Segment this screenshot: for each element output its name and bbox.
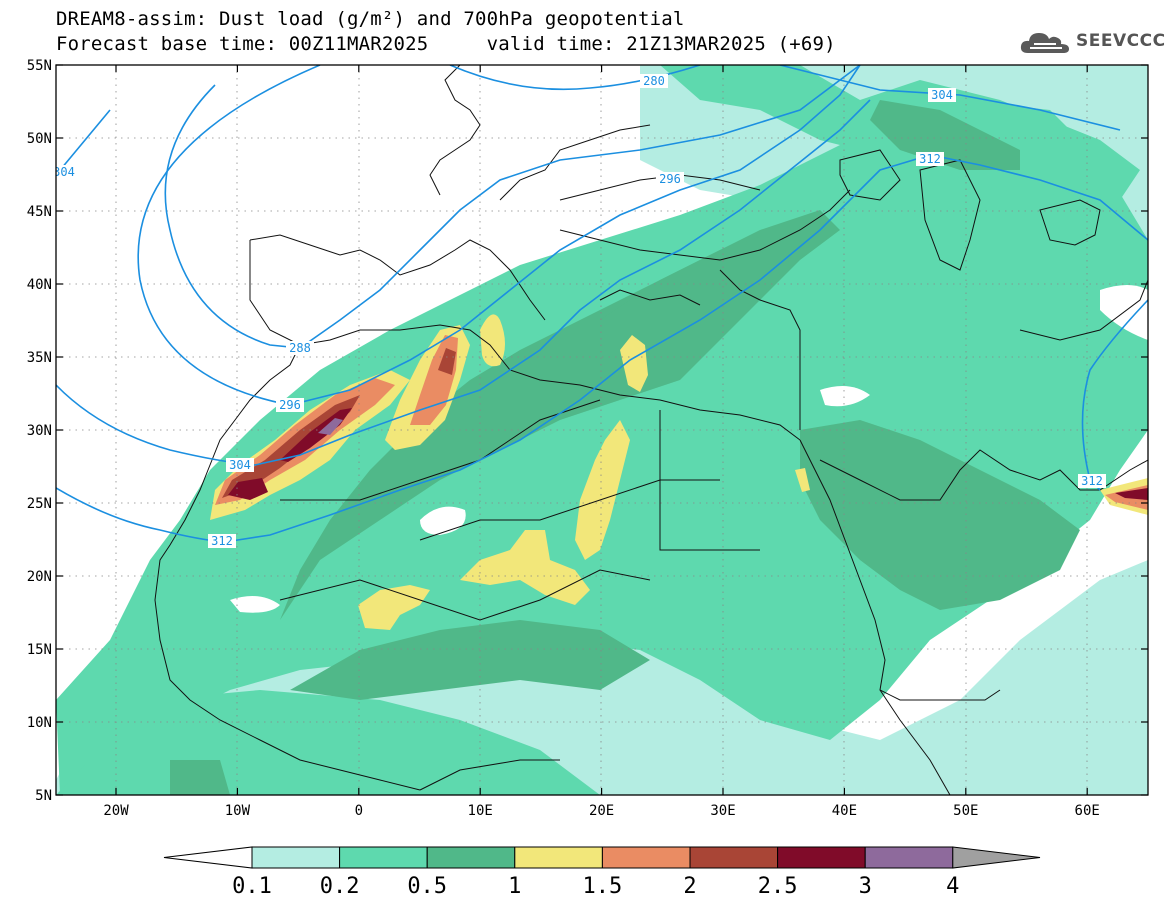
map-axes: 55N 50N 45N 40N 35N 30N 25N 20N 15N 10N 5N 20W 10W 0 1… bbox=[27, 58, 1148, 819]
contour-label: 296 bbox=[659, 172, 681, 186]
lat-tick-label: 40N bbox=[27, 277, 52, 293]
lat-tick-label: 15N bbox=[27, 642, 52, 658]
lat-tick-label: 5N bbox=[35, 788, 52, 804]
colorbar-high-triangle bbox=[952, 846, 1041, 869]
coastlines bbox=[154, 65, 1148, 795]
contour-label: 288 bbox=[289, 341, 311, 355]
dust-clear-patch-3 bbox=[820, 386, 870, 407]
colorbar-swatch bbox=[777, 846, 866, 869]
contour-line-296-west bbox=[137, 65, 861, 406]
logo-text: SEEVCCC bbox=[1076, 31, 1165, 51]
dust-high-red-sea bbox=[795, 468, 810, 492]
colorbar: 0.1 0.2 0.5 1 1.5 2 2.5 3 4 bbox=[163, 846, 1041, 899]
lat-tick-label: 20N bbox=[27, 569, 52, 585]
map-title: DREAM8-assim: Dust load (g/m²) and 700hP… bbox=[56, 8, 685, 30]
contour-label: 312 bbox=[1081, 474, 1103, 488]
dust-high-tunisia bbox=[480, 314, 505, 367]
lon-tick-label: 10W bbox=[225, 803, 251, 819]
colorbar-label: 2 bbox=[683, 874, 696, 899]
dust-clear-patch-2 bbox=[230, 596, 280, 613]
dust-field: 280 288 296 296 304 304 304 312 312 312 bbox=[53, 65, 1148, 795]
colorbar-label: 2.5 bbox=[758, 874, 798, 899]
contour-line-304-north bbox=[779, 65, 1121, 131]
dust-purple-morocco bbox=[318, 418, 343, 435]
contour-line-312 bbox=[56, 154, 1148, 543]
colorbar-swatch bbox=[864, 846, 954, 869]
colorbar-swatch bbox=[601, 846, 691, 869]
colorbar-low-triangle bbox=[163, 846, 253, 869]
dust-medium-north bbox=[870, 100, 1020, 170]
dust-high-mali bbox=[358, 585, 430, 630]
map-subtitle: Forecast base time: 00Z11MAR2025 valid t… bbox=[56, 33, 836, 55]
dust-medium-corner bbox=[170, 760, 230, 795]
colorbar-swatch bbox=[689, 846, 779, 869]
colorbar-swatch bbox=[514, 846, 603, 869]
dust-high-libya bbox=[575, 420, 630, 560]
dust-medium-levant bbox=[600, 230, 790, 380]
colorbar-label: 3 bbox=[859, 874, 872, 899]
lon-tick-label: 30E bbox=[710, 803, 735, 819]
contour-line-288 bbox=[164, 65, 861, 349]
contour-label: 304 bbox=[229, 458, 251, 472]
contour-line-312-east bbox=[1081, 299, 1148, 491]
map-gridlines bbox=[56, 65, 1148, 795]
contour-label: 304 bbox=[931, 88, 953, 102]
seevccc-logo: SEEVCCC bbox=[1018, 26, 1165, 56]
cloud-icon bbox=[1020, 33, 1069, 53]
lon-tick-label: 40E bbox=[832, 803, 857, 819]
lat-tick-label: 50N bbox=[27, 131, 52, 147]
contour-labels: 280 288 296 296 304 304 304 312 312 312 bbox=[53, 74, 1106, 548]
lat-tick-label: 30N bbox=[27, 423, 52, 439]
dust-maroon-oman bbox=[1115, 488, 1148, 500]
colorbar-label: 1.5 bbox=[583, 874, 623, 899]
colorbar-swatch bbox=[251, 846, 341, 869]
geopotential-contours bbox=[56, 65, 1148, 543]
lon-tick-label: 60E bbox=[1075, 803, 1100, 819]
dust-medium-arabia bbox=[800, 420, 1080, 610]
dust-clear-patch-1 bbox=[420, 506, 466, 535]
colorbar-label: 4 bbox=[946, 874, 959, 899]
dust-brown-algeria bbox=[438, 348, 456, 375]
lon-tick-label: 20W bbox=[103, 803, 129, 819]
lat-tick-label: 45N bbox=[27, 204, 52, 220]
colorbar-label: 0.5 bbox=[407, 874, 447, 899]
contour-line-304 bbox=[56, 99, 871, 466]
contour-label: 312 bbox=[919, 152, 941, 166]
colorbar-label: 0.1 bbox=[232, 874, 272, 899]
lon-tick-label: 10E bbox=[468, 803, 493, 819]
dust-medium-south bbox=[290, 620, 650, 700]
contour-label: 312 bbox=[211, 534, 233, 548]
colorbar-label: 0.2 bbox=[320, 874, 360, 899]
lat-tick-label: 55N bbox=[27, 58, 52, 74]
contour-label: 280 bbox=[643, 74, 665, 88]
lon-tick-label: 20E bbox=[589, 803, 614, 819]
colorbar-swatch bbox=[426, 846, 516, 869]
contour-label: 296 bbox=[279, 398, 301, 412]
lat-tick-label: 35N bbox=[27, 350, 52, 366]
lon-tick-label: 50E bbox=[953, 803, 978, 819]
dust-high-niger bbox=[460, 530, 590, 605]
lat-tick-label: 25N bbox=[27, 496, 52, 512]
lon-tick-label: 0 bbox=[355, 803, 363, 819]
contour-label: 304 bbox=[53, 165, 75, 179]
colorbar-swatch bbox=[339, 846, 428, 869]
colorbar-label: 1 bbox=[508, 874, 521, 899]
dust-high-egypt bbox=[620, 335, 648, 392]
lat-tick-label: 10N bbox=[27, 715, 52, 731]
